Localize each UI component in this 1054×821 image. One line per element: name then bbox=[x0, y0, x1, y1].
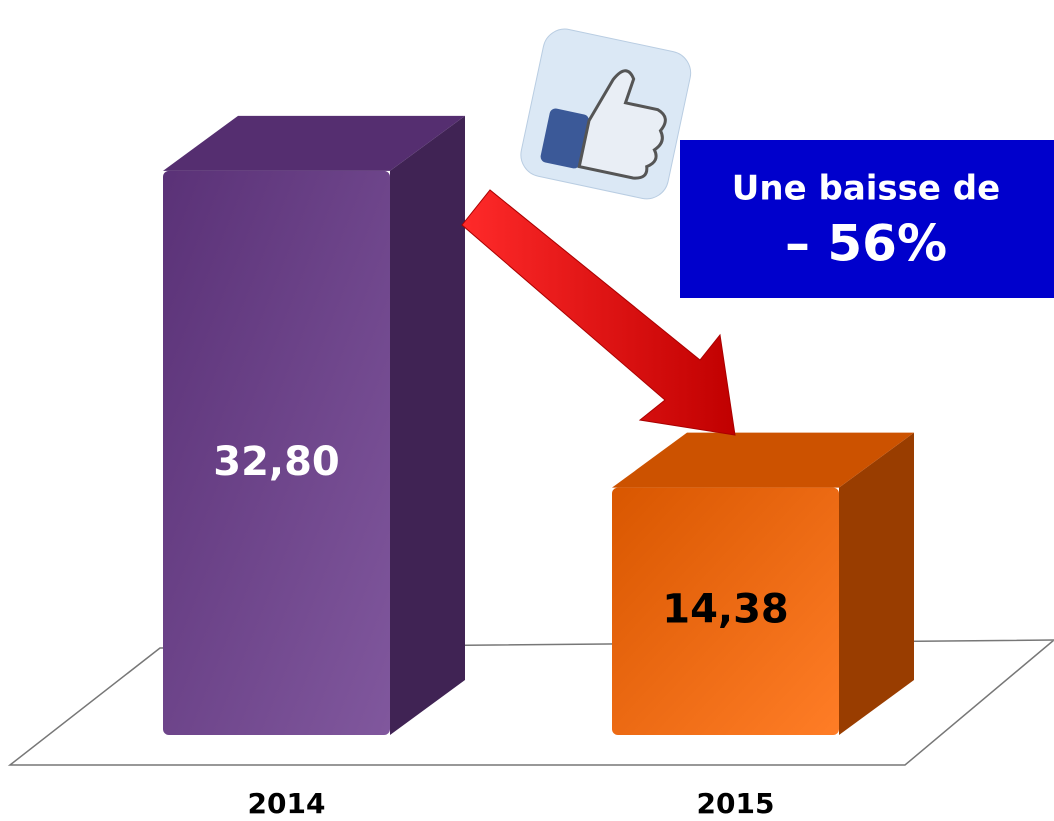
x-tick-label: 2015 bbox=[697, 787, 775, 820]
bar-shine bbox=[612, 487, 839, 735]
bar-shine bbox=[163, 170, 390, 736]
thumbs-up-icon bbox=[520, 28, 692, 200]
bar-top bbox=[612, 432, 914, 488]
bar-side bbox=[839, 432, 914, 735]
down-arrow bbox=[461, 189, 736, 436]
bars bbox=[163, 115, 914, 736]
value-label: 32,80 bbox=[213, 439, 340, 485]
annotation-value: – 56% bbox=[785, 215, 947, 273]
bar-top bbox=[163, 115, 465, 171]
bar-side bbox=[390, 115, 465, 736]
value-label: 14,38 bbox=[662, 586, 789, 632]
x-tick-label: 2014 bbox=[248, 787, 326, 820]
annotation-text: Une baisse de bbox=[732, 169, 1000, 209]
annotation-box bbox=[680, 140, 1054, 298]
